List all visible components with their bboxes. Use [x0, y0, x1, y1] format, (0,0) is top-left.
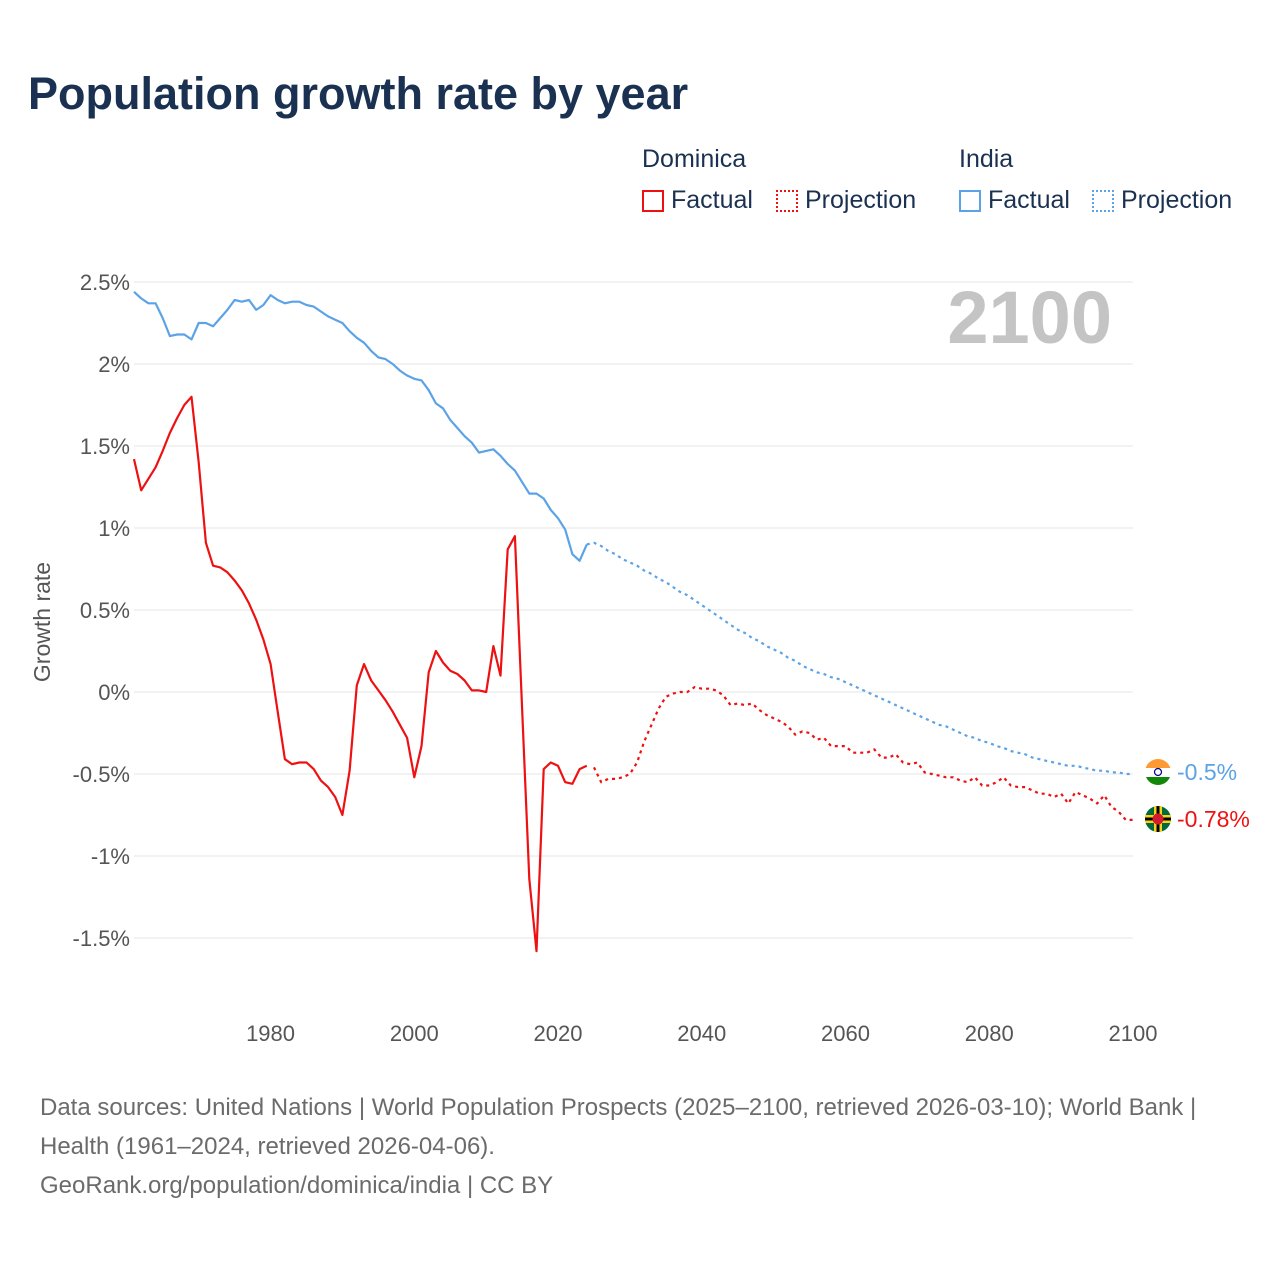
y-tick-label: -0.5%	[73, 762, 130, 787]
x-tick-label: 2040	[677, 1021, 726, 1046]
credit-link[interactable]: GeoRank.org/population/dominica/india | …	[40, 1172, 554, 1199]
india-factual-line	[133, 290, 588, 562]
dotted-line-swatch-icon	[1092, 189, 1114, 212]
y-axis-label: Growth rate	[29, 562, 55, 682]
dominica-projection-line	[593, 686, 1133, 821]
y-tick-label: 2%	[98, 352, 130, 377]
x-tick-label: 2060	[821, 1021, 870, 1046]
india-projection-line	[586, 541, 1133, 776]
x-tick-label: 2100	[1109, 1021, 1158, 1046]
year-display: 2100	[947, 276, 1112, 359]
dominica-factual-line	[132, 395, 588, 953]
legend-label: Projection	[1121, 186, 1233, 214]
dominica-flag-icon	[1145, 806, 1171, 832]
x-tick-label: 2020	[534, 1021, 583, 1046]
legend-dominica-factual[interactable]: Factual	[642, 186, 753, 215]
legend-group-dominica: Dominica	[642, 145, 747, 173]
solid-line-swatch-icon	[642, 189, 664, 212]
dotted-line-swatch-icon	[776, 189, 798, 212]
legend-label: Projection	[805, 186, 917, 214]
legend-dominica-projection[interactable]: Projection	[776, 186, 916, 215]
dominica-end-value: -0.78%	[1177, 806, 1250, 832]
x-tick-label: 2000	[390, 1021, 439, 1046]
x-tick-label: 1980	[246, 1021, 295, 1046]
y-tick-label: -1%	[91, 844, 130, 869]
legend-india-projection[interactable]: Projection	[1092, 186, 1232, 215]
y-tick-label: 0%	[98, 680, 130, 705]
y-tick-label: 2.5%	[80, 270, 130, 295]
legend-india-factual[interactable]: Factual	[959, 186, 1070, 215]
y-tick-label: 1.5%	[80, 434, 130, 459]
x-tick-label: 2080	[965, 1021, 1014, 1046]
y-tick-label: 1%	[98, 516, 130, 541]
legend-group-india: India	[959, 145, 1014, 173]
y-tick-label: -1.5%	[73, 926, 130, 951]
india-end-value: -0.5%	[1177, 759, 1237, 785]
solid-line-swatch-icon	[959, 189, 981, 212]
legend-label: Factual	[988, 186, 1070, 214]
india-flag-icon	[1145, 759, 1171, 785]
y-tick-label: 0.5%	[80, 598, 130, 623]
chart-title: Population growth rate by year	[28, 68, 689, 119]
footer: Data sources: United Nations | World Pop…	[40, 1088, 1240, 1205]
data-sources: Data sources: United Nations | World Pop…	[40, 1094, 1197, 1160]
legend-label: Factual	[671, 186, 753, 214]
